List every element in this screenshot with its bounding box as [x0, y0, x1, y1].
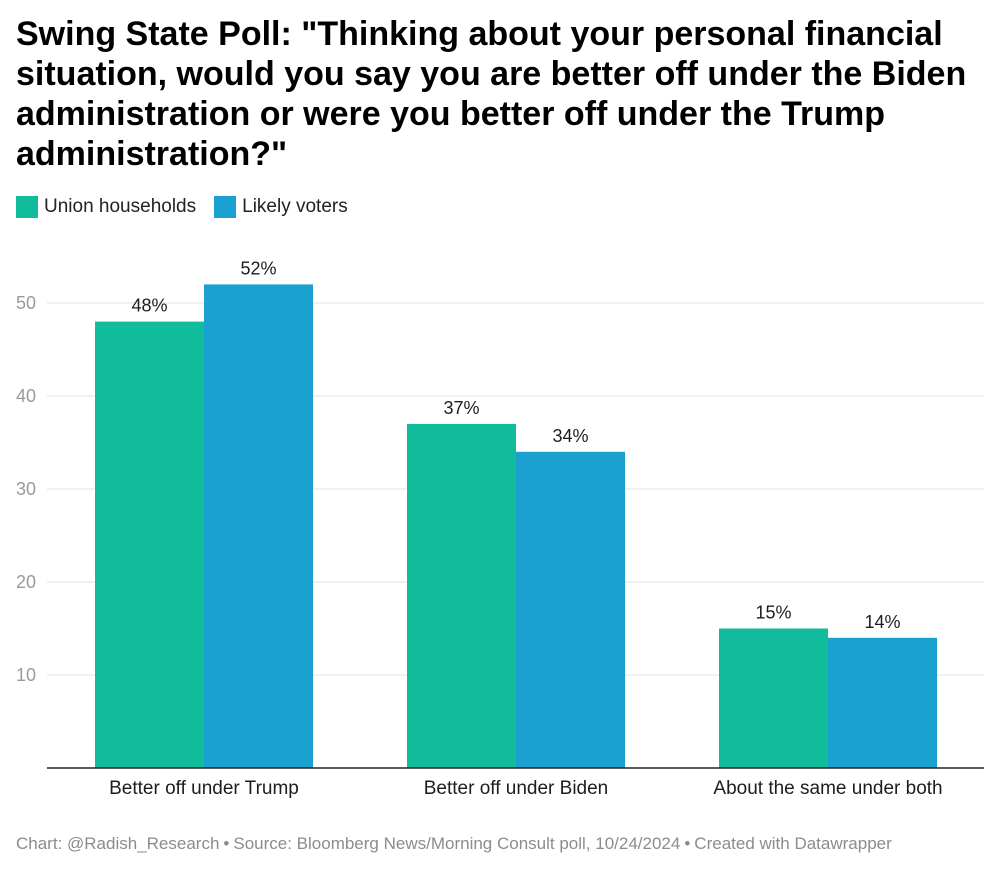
x-category-label-0: Better off under Trump — [109, 778, 299, 799]
bar-chart: 10 20 30 40 50 48% 52% Better off under Trump 37… — [16, 258, 984, 799]
bar-union-households-2 — [719, 628, 828, 768]
legend-item-likely-voters: Likely voters — [214, 196, 348, 218]
legend-swatch-union-households — [16, 196, 38, 218]
data-label-likely-voters-0: 52% — [240, 258, 276, 278]
footer-credit: Chart: @Radish_Research — [16, 834, 220, 853]
footer-tool: Created with Datawrapper — [694, 834, 892, 853]
data-label-likely-voters-2: 14% — [864, 612, 900, 632]
legend: Union households Likely voters — [16, 194, 366, 220]
legend-label-likely-voters: Likely voters — [242, 196, 348, 217]
data-label-union-households-0: 48% — [131, 296, 167, 316]
y-tick-label-10: 10 — [16, 665, 36, 685]
bar-union-households-0 — [95, 321, 204, 768]
bar-union-households-1 — [407, 423, 516, 768]
data-label-likely-voters-1: 34% — [552, 426, 588, 446]
bar-likely-voters-1 — [516, 451, 625, 768]
data-label-union-households-1: 37% — [443, 398, 479, 418]
y-tick-label-30: 30 — [16, 479, 36, 499]
data-label-union-households-2: 15% — [755, 603, 791, 623]
legend-item-union-households: Union households — [16, 196, 196, 218]
bar-likely-voters-0 — [204, 284, 313, 768]
x-category-label-2: About the same under both — [713, 778, 942, 799]
y-tick-label-20: 20 — [16, 572, 36, 592]
footer: Chart: @Radish_Research • Source: Bloomber… — [16, 834, 892, 853]
x-category-label-1: Better off under Biden — [424, 778, 609, 799]
footer-source: Source: Bloomberg News/Morning Consult p… — [233, 834, 681, 853]
legend-swatch-likely-voters — [214, 196, 237, 218]
y-tick-label-50: 50 — [16, 293, 36, 313]
chart-title: Swing State Poll: "Thinking about your p… — [16, 15, 967, 173]
legend-label-union-households: Union households — [44, 196, 197, 217]
bar-likely-voters-2 — [828, 637, 937, 768]
y-tick-label-40: 40 — [16, 386, 36, 406]
